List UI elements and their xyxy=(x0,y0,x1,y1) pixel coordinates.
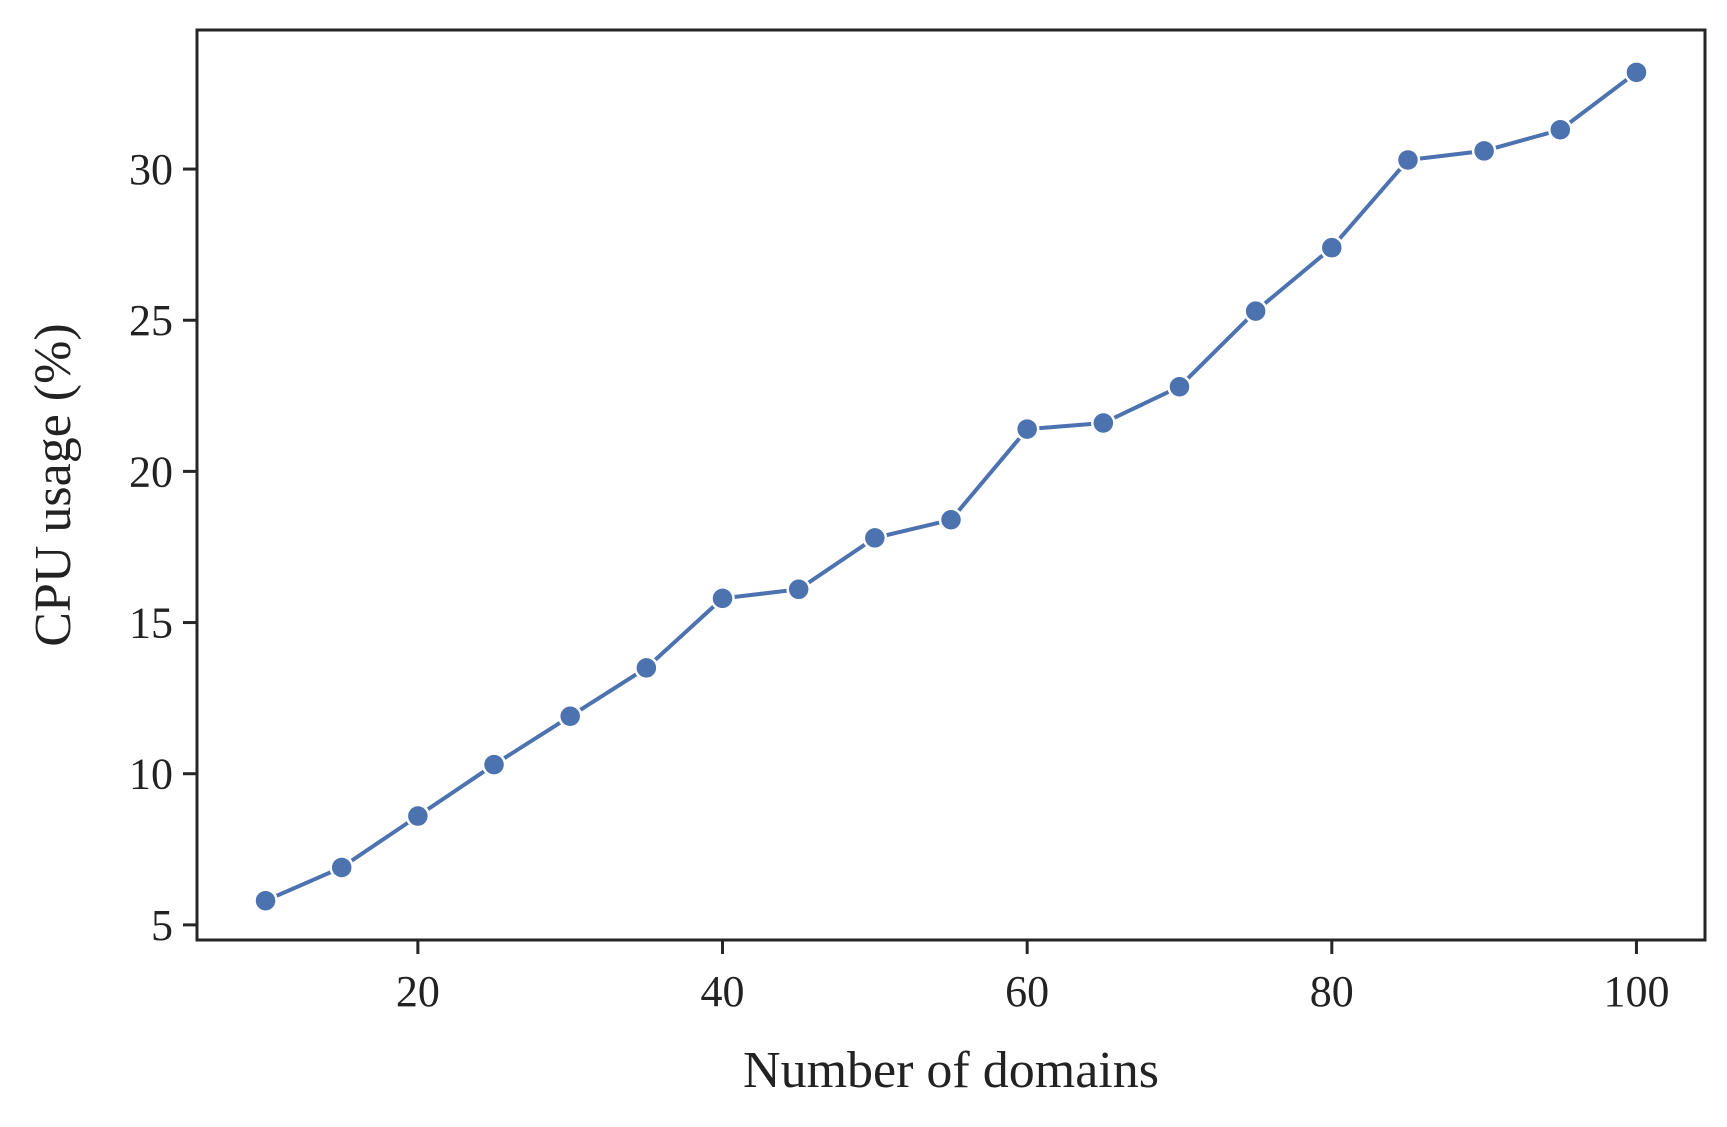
data-point xyxy=(1167,374,1192,399)
data-point xyxy=(1091,410,1116,436)
data-point xyxy=(1471,138,1497,164)
data-point xyxy=(1395,147,1421,173)
x-tick-label: 100 xyxy=(1603,967,1669,1016)
data-point xyxy=(329,855,354,880)
series-layer xyxy=(253,60,1649,913)
x-tick-label: 60 xyxy=(1005,967,1049,1016)
x-tick-label: 80 xyxy=(1310,967,1354,1016)
y-tick-label: 30 xyxy=(129,145,173,194)
data-point xyxy=(481,752,507,777)
y-axis-label: CPU usage (%) xyxy=(25,323,82,647)
x-tick-label: 20 xyxy=(396,967,440,1016)
y-tick-label: 25 xyxy=(129,296,173,345)
data-point xyxy=(1243,298,1268,324)
y-tick-label: 10 xyxy=(129,750,173,799)
y-tick-label: 5 xyxy=(151,901,173,950)
x-axis: 20 40 60 80 100 xyxy=(396,940,1669,1016)
data-point xyxy=(557,704,583,729)
data-point xyxy=(1319,235,1345,260)
data-point xyxy=(1624,60,1649,85)
x-axis-label: Number of domains xyxy=(743,1042,1159,1099)
data-point xyxy=(405,803,431,829)
data-point xyxy=(253,888,278,913)
y-tick-label: 20 xyxy=(129,447,173,496)
data-point xyxy=(786,577,811,602)
data-point xyxy=(938,507,964,533)
plot-area xyxy=(197,30,1705,940)
data-point xyxy=(710,586,735,611)
data-point xyxy=(1014,416,1040,442)
data-point xyxy=(634,655,659,681)
y-axis: 5 10 15 20 25 30 xyxy=(129,145,197,950)
plot-frame xyxy=(195,28,1707,942)
x-tick-label: 40 xyxy=(701,967,745,1016)
data-point xyxy=(1548,117,1573,143)
y-tick-label: 15 xyxy=(129,599,173,648)
data-point xyxy=(862,525,888,551)
